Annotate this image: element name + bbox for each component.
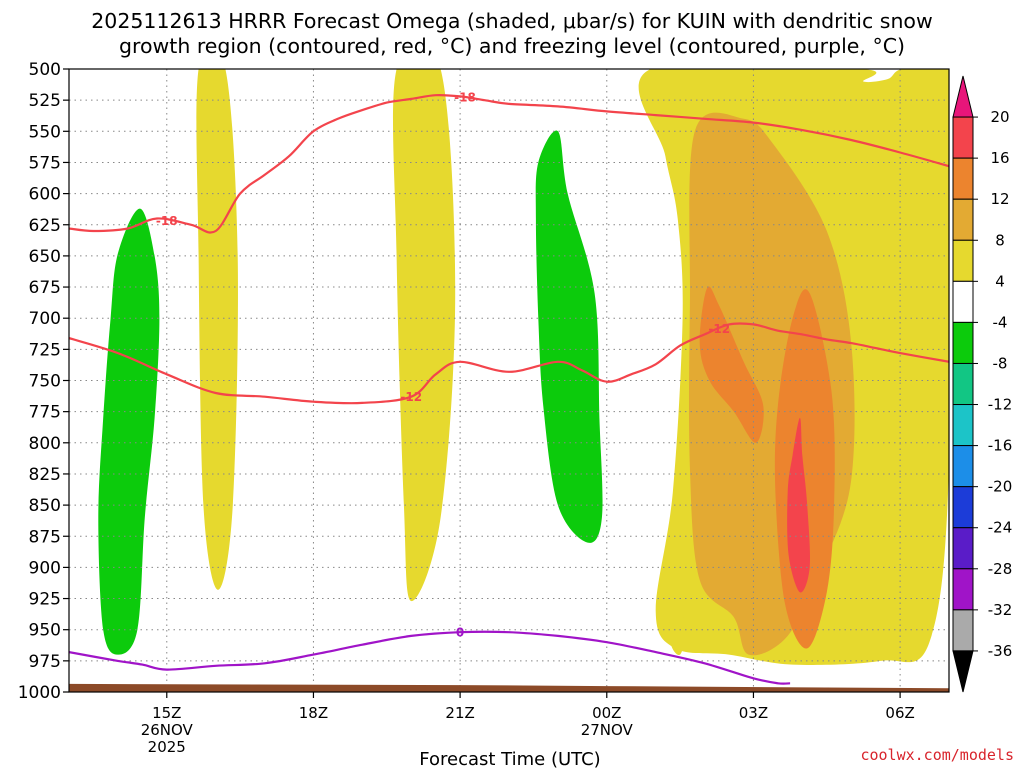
colorbar-label: 12 — [990, 190, 1009, 208]
contours — [69, 94, 949, 685]
colorbar-swatch — [952, 404, 974, 447]
colorbar-label: 20 — [990, 108, 1009, 126]
ground-layer — [69, 683, 949, 692]
x-tick-label: 03Z — [739, 704, 768, 722]
ground-surface — [69, 683, 949, 692]
colorbar-label: -16 — [988, 437, 1013, 455]
colorbar-swatch — [952, 527, 974, 570]
omega-region-orange-5 — [699, 286, 764, 443]
y-tick-label: 800 — [29, 434, 61, 454]
x-axis-label: Forecast Time (UTC) — [419, 749, 600, 768]
y-tick-label: 975 — [29, 652, 61, 672]
y-tick-label: 700 — [29, 309, 61, 329]
colorbar-label: -20 — [988, 478, 1013, 496]
x-tick-year: 2025 — [148, 738, 186, 756]
omega-region-yellow-8 — [669, 591, 686, 656]
y-tick-label: 550 — [29, 122, 61, 142]
y-tick-label: 600 — [29, 185, 61, 205]
colorbar-label: -4 — [993, 313, 1008, 331]
colorbar-label: 16 — [990, 149, 1009, 167]
colorbar-label: -32 — [988, 601, 1013, 619]
y-tick-label: 850 — [29, 496, 61, 516]
y-tick-label: 900 — [29, 558, 61, 578]
colorbar-swatch — [952, 239, 974, 282]
x-tick-date: 26NOV — [141, 721, 194, 739]
colorbar-bottom-triangle — [952, 650, 974, 693]
omega-region-yellow-2 — [393, 69, 456, 602]
y-tick-label: 575 — [29, 153, 61, 173]
y-tick-label: 825 — [29, 465, 61, 485]
contour-labels: -18 -18 -12 -12 0 — [156, 91, 730, 640]
colorbar-label: 4 — [995, 272, 1005, 290]
dgz-contour--12-label: -12 — [400, 390, 422, 404]
grid — [69, 69, 949, 692]
colorbar-swatch — [952, 362, 974, 406]
y-tick-label: 675 — [29, 278, 61, 298]
x-tick-date: 27NOV — [581, 721, 634, 739]
colorbar-label: 8 — [995, 231, 1005, 249]
y-tick-label: 725 — [29, 340, 61, 360]
colorbar-swatch — [952, 321, 974, 364]
y-tick-label: 525 — [29, 91, 61, 111]
omega-region-green-9 — [98, 208, 160, 655]
colorbar-swatch — [952, 116, 974, 159]
chart-title-line2: growth region (contoured, red, °C) and f… — [119, 34, 905, 58]
colorbar-label: -28 — [988, 560, 1013, 578]
colorbar-swatch — [952, 280, 974, 323]
y-tick-label: 775 — [29, 403, 61, 423]
x-tick-label: 15Z — [152, 704, 181, 722]
dgz-contour--12-label: -12 — [708, 322, 730, 336]
x-tick-label: 00Z — [592, 704, 621, 722]
colorbar-label: -24 — [988, 519, 1013, 537]
colorbar-swatch — [952, 486, 974, 529]
credit-text: coolwx.com/models — [860, 746, 1014, 764]
x-tick-label: 18Z — [299, 704, 328, 722]
colorbar-swatch — [952, 445, 974, 488]
colorbar-swatch — [952, 609, 974, 652]
y-tick-label: 650 — [29, 247, 61, 267]
freezing-contour-0-label: 0 — [456, 626, 464, 640]
dgz-contour--12 — [69, 322, 949, 405]
y-axis: 500 525 550 575 600 625 650 675 700 725 750 775 800 8… — [18, 60, 69, 703]
omega-region-green-10 — [535, 130, 603, 543]
colorbar-swatch — [952, 568, 974, 611]
y-tick-label: 500 — [29, 60, 61, 80]
y-tick-label: 875 — [29, 527, 61, 547]
x-tick-label: 06Z — [885, 704, 914, 722]
colorbar-swatch — [952, 198, 974, 241]
y-tick-label: 950 — [29, 621, 61, 641]
dgz-contour--18-label: -18 — [156, 214, 178, 228]
y-tick-label: 625 — [29, 216, 61, 236]
y-tick-label: 750 — [29, 372, 61, 392]
freezing-contour-0 — [69, 630, 791, 685]
colorbar-top-triangle — [952, 75, 974, 118]
colorbar-swatch — [952, 157, 974, 200]
y-tick-label: 1000 — [18, 683, 61, 703]
colorbar-label: -36 — [988, 642, 1013, 660]
x-tick-label: 21Z — [445, 704, 474, 722]
colorbar: 20 16 12 8 4 -4 -8 -12 -16 -20 -24 -28 -32 -36 — [952, 75, 1013, 693]
colorbar-label: -12 — [988, 396, 1013, 414]
omega-region-red-7 — [787, 417, 811, 593]
colorbar-label: -8 — [993, 354, 1008, 372]
y-tick-label: 925 — [29, 590, 61, 610]
dgz-contour--18-label: -18 — [454, 91, 476, 105]
omega-region-yellow-1 — [196, 69, 238, 590]
dgz-contour--18 — [69, 94, 949, 234]
omega-shading — [98, 69, 949, 665]
chart-title-line1: 2025112613 HRRR Forecast Omega (shaded, … — [91, 9, 933, 33]
